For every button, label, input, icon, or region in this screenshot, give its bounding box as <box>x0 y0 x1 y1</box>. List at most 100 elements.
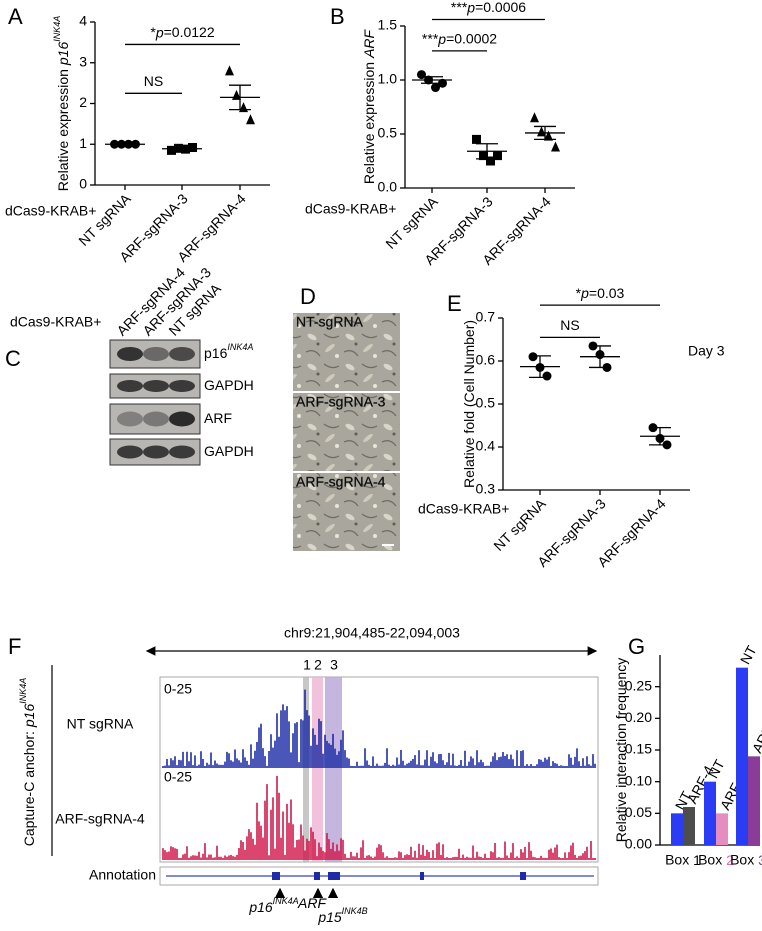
bracket-label: NS <box>560 317 579 333</box>
blot-band <box>117 380 143 392</box>
band-label: p16INK4A <box>204 342 253 360</box>
data-point <box>479 151 488 161</box>
panel-letter: D <box>300 284 316 309</box>
bracket-label: ***p=0.0006 <box>451 0 526 15</box>
bracket-label: ***p=0.0002 <box>422 31 497 47</box>
blot-band <box>117 347 143 361</box>
data-point <box>246 114 255 125</box>
row-label: dCas9-KRAB+ <box>305 201 396 217</box>
box-label: 2 <box>314 657 322 673</box>
exon <box>520 872 526 880</box>
y-label-gene: p16 <box>55 42 71 67</box>
note: Day 3 <box>688 343 725 359</box>
track-range: 0-25 <box>164 681 192 697</box>
data-point <box>472 134 481 144</box>
data-point <box>551 141 560 152</box>
panel-letter: E <box>447 291 462 316</box>
bar-label: NT <box>705 756 728 780</box>
panel-letter: A <box>8 4 23 29</box>
micrograph-label: ARF-sgRNA-3 <box>296 394 386 410</box>
data-point <box>537 126 546 137</box>
y-tick-label: 0.20 <box>625 709 652 725</box>
micrograph <box>293 473 400 551</box>
y-tick-label: 4 <box>79 13 87 29</box>
panel-letter: B <box>330 4 345 29</box>
italic-p: p <box>437 31 446 47</box>
row-label: dCas9-KRAB+ <box>5 203 96 219</box>
box2-shade <box>312 677 323 862</box>
micrograph-label: ARF-sgRNA-4 <box>296 474 386 490</box>
y-axis-label: Relative fold (Cell Number) <box>461 320 477 488</box>
row-label: dCas9-KRAB+ <box>10 314 101 330</box>
micrograph-label: NT-sgRNA <box>296 314 364 330</box>
band-label-name: p16 <box>204 345 228 361</box>
exon <box>420 872 424 880</box>
error-bar <box>171 146 193 151</box>
data-point <box>544 130 553 141</box>
box-label: 1 <box>303 657 311 673</box>
micrograph <box>293 313 400 391</box>
italic-p: p <box>466 0 475 15</box>
data-point <box>530 112 539 123</box>
gene-label: ARF <box>297 895 327 911</box>
y-tick-label: 3 <box>79 53 87 69</box>
data-point <box>493 151 502 161</box>
bar-label: ARF-4 <box>749 712 762 755</box>
blot-band <box>169 380 195 392</box>
box-number: 1 <box>693 852 701 868</box>
error-bar <box>114 143 136 146</box>
panel-letter: C <box>5 346 21 371</box>
track-frame <box>159 676 599 863</box>
y-tick-label: 0.5 <box>378 125 398 141</box>
y-label-text: Relative interaction frequency <box>613 658 629 842</box>
x-tick-label: Box 2 <box>698 852 734 868</box>
blot-band <box>169 347 195 361</box>
anchor-gene: p16 <box>21 704 37 729</box>
data-point <box>225 65 234 76</box>
box-number: 3 <box>758 852 762 868</box>
signal-track-nt <box>162 689 596 768</box>
y-tick-label: 1.0 <box>378 71 398 87</box>
blot-band <box>169 411 195 427</box>
error-bar <box>229 84 251 111</box>
y-tick-label: 0.6 <box>476 352 496 368</box>
x-tick-label: NT sgRNA <box>75 190 134 249</box>
y-axis-label: Relative expression p16INK4A <box>52 16 70 192</box>
bracket-label: NS <box>144 73 163 89</box>
x-tick-label: Box 3 <box>730 852 762 868</box>
bar <box>716 813 728 845</box>
exon <box>314 872 320 880</box>
y-label-text: Relative expression <box>361 62 377 184</box>
bar-label: NT <box>737 642 760 666</box>
box-label: 3 <box>330 657 338 673</box>
data-point <box>431 83 440 93</box>
band-label-name: GAPDH <box>204 443 254 459</box>
y-tick-label: 0.10 <box>625 772 652 788</box>
blot-band <box>169 445 195 459</box>
gene-label-sup: INK4A <box>273 896 299 906</box>
y-label-text: Relative fold (Cell Number) <box>461 320 477 488</box>
data-point <box>486 156 495 166</box>
track-name: ARF-sgRNA-4 <box>55 811 145 827</box>
row-label: dCas9-KRAB+ <box>418 501 509 517</box>
bar <box>671 813 683 845</box>
y-tick-label: 0.0 <box>378 179 398 195</box>
bar <box>736 667 748 845</box>
data-point <box>528 352 538 362</box>
blot-band <box>143 380 169 392</box>
x-tick-label: Box 1 <box>665 852 701 868</box>
y-axis-label: Relative interaction frequency <box>613 658 629 842</box>
error-bar <box>649 427 671 446</box>
gene-label: p16INK4A <box>248 896 298 914</box>
exon <box>272 872 280 880</box>
anchor-text: Capture-C anchor: <box>21 731 37 846</box>
panel-letter: G <box>628 634 645 659</box>
band-label-name: ARF <box>204 410 232 426</box>
anchor-label: Capture-C anchor: p16INK4A <box>18 678 36 847</box>
error-bar <box>534 125 556 141</box>
y-tick-label: 0.5 <box>476 395 496 411</box>
bar-label: NT <box>672 788 695 812</box>
band-label: GAPDH <box>204 377 254 393</box>
